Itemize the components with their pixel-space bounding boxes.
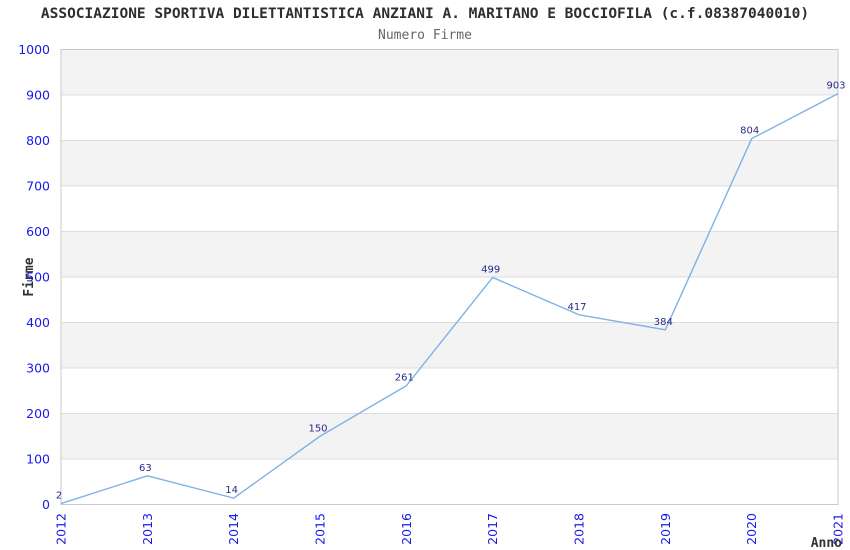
y-tick-label: 600: [26, 224, 50, 239]
plot-border: [60, 49, 839, 505]
plot-band: [61, 186, 838, 232]
x-tick-label: 2014: [226, 513, 241, 545]
point-label: 903: [826, 81, 845, 92]
x-tick-label: 2021: [831, 513, 846, 545]
x-tick-label: 2017: [485, 513, 500, 545]
y-tick-label: 300: [26, 361, 50, 376]
point-label: 14: [225, 485, 238, 496]
y-tick-label: 500: [26, 270, 50, 285]
point-label: 499: [481, 264, 500, 275]
plot-band: [61, 459, 838, 505]
x-tick-label: 2020: [744, 513, 759, 545]
x-tick-label: 2018: [572, 513, 587, 545]
point-label: 2: [56, 491, 62, 502]
plot-band: [61, 140, 838, 186]
x-tick-label: 2013: [140, 513, 155, 545]
series-line: [60, 93, 839, 505]
x-tick-label: 2012: [54, 513, 69, 545]
chart-title: ASSOCIAZIONE SPORTIVA DILETTANTISTICA AN…: [40, 6, 810, 22]
plot-band: [61, 95, 838, 141]
point-label: 804: [740, 126, 759, 137]
point-label: 417: [567, 302, 586, 313]
y-tick-label: 700: [26, 179, 50, 194]
plot-band: [61, 49, 838, 95]
x-tick-label: 2019: [658, 513, 673, 545]
y-tick-label: 100: [26, 452, 50, 467]
point-label: 384: [654, 317, 673, 328]
y-tick-label: 800: [26, 133, 50, 148]
plot-band: [61, 277, 838, 323]
y-tick-label: 0: [42, 497, 50, 512]
x-axis-title: Anno: [811, 536, 842, 550]
point-label: 63: [139, 463, 152, 474]
y-tick-label: 200: [26, 406, 50, 421]
plot-band: [61, 368, 838, 414]
y-tick-label: 400: [26, 315, 50, 330]
chart-subtitle: Numero Firme: [378, 28, 472, 43]
plot-band: [61, 413, 838, 459]
point-label: 150: [308, 423, 327, 434]
y-tick-label: 900: [26, 88, 50, 103]
y-axis-title: Firme: [22, 257, 37, 296]
plot-band: [61, 231, 838, 277]
point-label: 261: [395, 373, 414, 384]
y-tick-label: 1000: [18, 42, 50, 57]
plot-band: [61, 322, 838, 368]
x-tick-label: 2016: [399, 513, 414, 545]
x-tick-label: 2015: [313, 513, 328, 545]
